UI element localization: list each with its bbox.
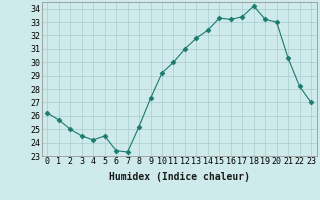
X-axis label: Humidex (Indice chaleur): Humidex (Indice chaleur) — [109, 172, 250, 182]
